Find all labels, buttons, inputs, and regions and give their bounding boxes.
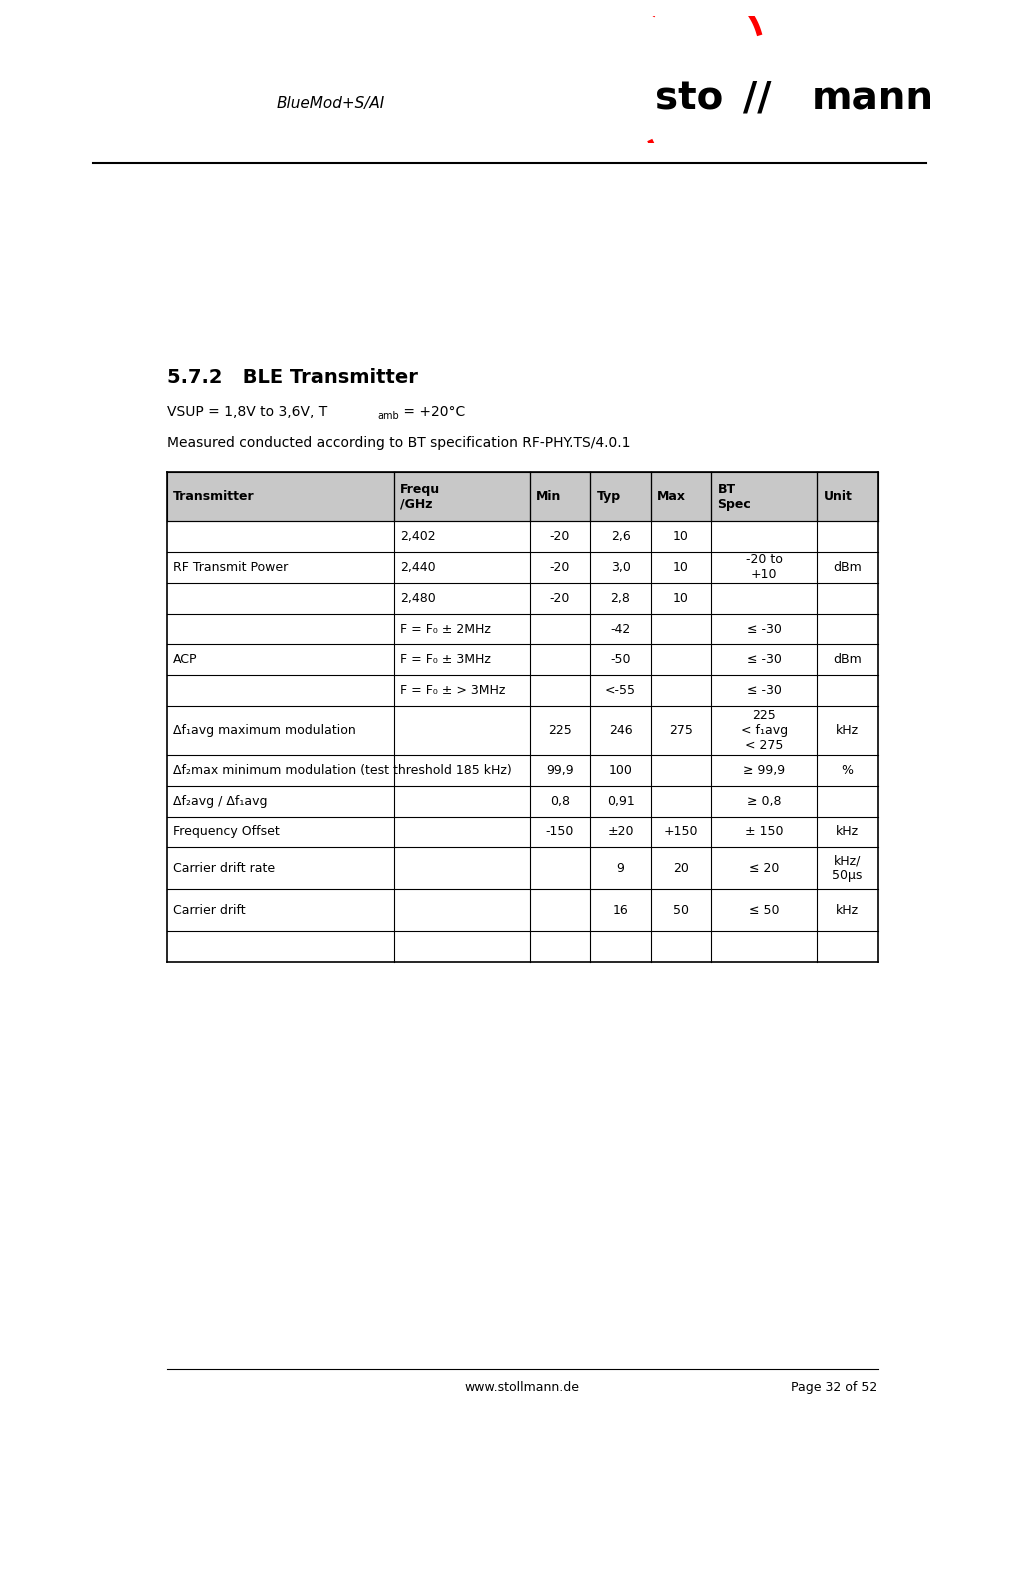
Text: 3,0: 3,0 [610,561,631,574]
Text: dBm: dBm [833,653,862,666]
Text: -150: -150 [546,825,575,838]
Text: 2,402: 2,402 [400,529,436,542]
Text: Measured conducted according to BT specification RF-PHY.TS/4.0.1: Measured conducted according to BT speci… [167,436,631,450]
Text: 5.7.2   BLE Transmitter: 5.7.2 BLE Transmitter [167,369,418,388]
Text: VSUP = 1,8V to 3,6V, T: VSUP = 1,8V to 3,6V, T [167,405,327,420]
Text: -20 to
+10: -20 to +10 [746,553,783,582]
Text: 16: 16 [612,903,629,917]
Text: 2,8: 2,8 [610,591,631,604]
Text: Typ: Typ [596,490,621,502]
Text: +150: +150 [663,825,698,838]
Text: Frequency Offset: Frequency Offset [173,825,280,838]
Text: //: // [743,80,771,118]
Text: 20: 20 [674,862,689,875]
Text: 225: 225 [548,723,572,738]
Text: amb: amb [377,412,398,421]
Text: ≤ -30: ≤ -30 [747,623,782,636]
Text: 50: 50 [673,903,689,917]
Text: -20: -20 [550,561,571,574]
Text: Δf₁avg maximum modulation: Δf₁avg maximum modulation [173,723,356,738]
Text: -50: -50 [610,653,631,666]
Text: 246: 246 [608,723,633,738]
Text: -20: -20 [550,529,571,542]
Text: Carrier drift rate: Carrier drift rate [173,862,275,875]
Text: = +20°C: = +20°C [399,405,466,420]
Text: ≤ 50: ≤ 50 [749,903,780,917]
Text: Carrier drift: Carrier drift [173,903,246,917]
Text: ≥ 99,9: ≥ 99,9 [743,763,786,776]
Text: kHz: kHz [836,903,859,917]
Text: ±20: ±20 [607,825,634,838]
Text: 275: 275 [669,723,693,738]
Text: ≤ -30: ≤ -30 [747,653,782,666]
Text: kHz: kHz [836,723,859,738]
Text: 0,8: 0,8 [550,795,570,808]
Text: Δf₂avg / Δf₁avg: Δf₂avg / Δf₁avg [173,795,268,808]
Text: Page 32 of 52: Page 32 of 52 [792,1380,877,1394]
Text: sto: sto [655,80,723,118]
Text: BlueMod+S/AI: BlueMod+S/AI [277,95,385,111]
Text: 225
< f₁avg
< 275: 225 < f₁avg < 275 [741,709,788,752]
Text: F = F₀ ± > 3MHz: F = F₀ ± > 3MHz [400,684,505,698]
Text: 10: 10 [674,561,689,574]
Text: 10: 10 [674,591,689,604]
Text: 100: 100 [608,763,633,776]
Text: ≤ -30: ≤ -30 [747,684,782,698]
Text: RF Transmit Power: RF Transmit Power [173,561,288,574]
Text: -42: -42 [610,623,631,636]
Text: 2,480: 2,480 [400,591,436,604]
Text: -20: -20 [550,591,571,604]
Text: ≤ 20: ≤ 20 [749,862,780,875]
Text: Max: Max [657,490,686,502]
Bar [167,472,877,522]
Text: ± 150: ± 150 [745,825,784,838]
Text: kHz/
50μs: kHz/ 50μs [833,854,862,882]
Text: F = F₀ ± 2MHz: F = F₀ ± 2MHz [400,623,491,636]
Text: 0,91: 0,91 [606,795,635,808]
Text: 9: 9 [616,862,625,875]
Text: dBm: dBm [833,561,862,574]
Text: 2,440: 2,440 [400,561,436,574]
Text: BT
Spec: BT Spec [717,483,751,510]
Text: 2,6: 2,6 [610,529,631,542]
Text: Min: Min [536,490,561,502]
Text: ≥ 0,8: ≥ 0,8 [747,795,782,808]
Text: Frequ
/GHz: Frequ /GHz [400,483,440,510]
Text: ACP: ACP [173,653,198,666]
Text: www.stollmann.de: www.stollmann.de [465,1380,580,1394]
Text: kHz: kHz [836,825,859,838]
Text: Transmitter: Transmitter [173,490,255,502]
Text: Unit: Unit [823,490,852,502]
Text: 10: 10 [674,529,689,542]
Text: 99,9: 99,9 [546,763,574,776]
Text: Δf₂max minimum modulation (test threshold 185 kHz): Δf₂max minimum modulation (test threshol… [173,763,512,776]
Text: F = F₀ ± 3MHz: F = F₀ ± 3MHz [400,653,491,666]
Text: mann: mann [812,80,933,118]
Text: %: % [842,763,853,776]
Text: <-55: <-55 [605,684,636,698]
